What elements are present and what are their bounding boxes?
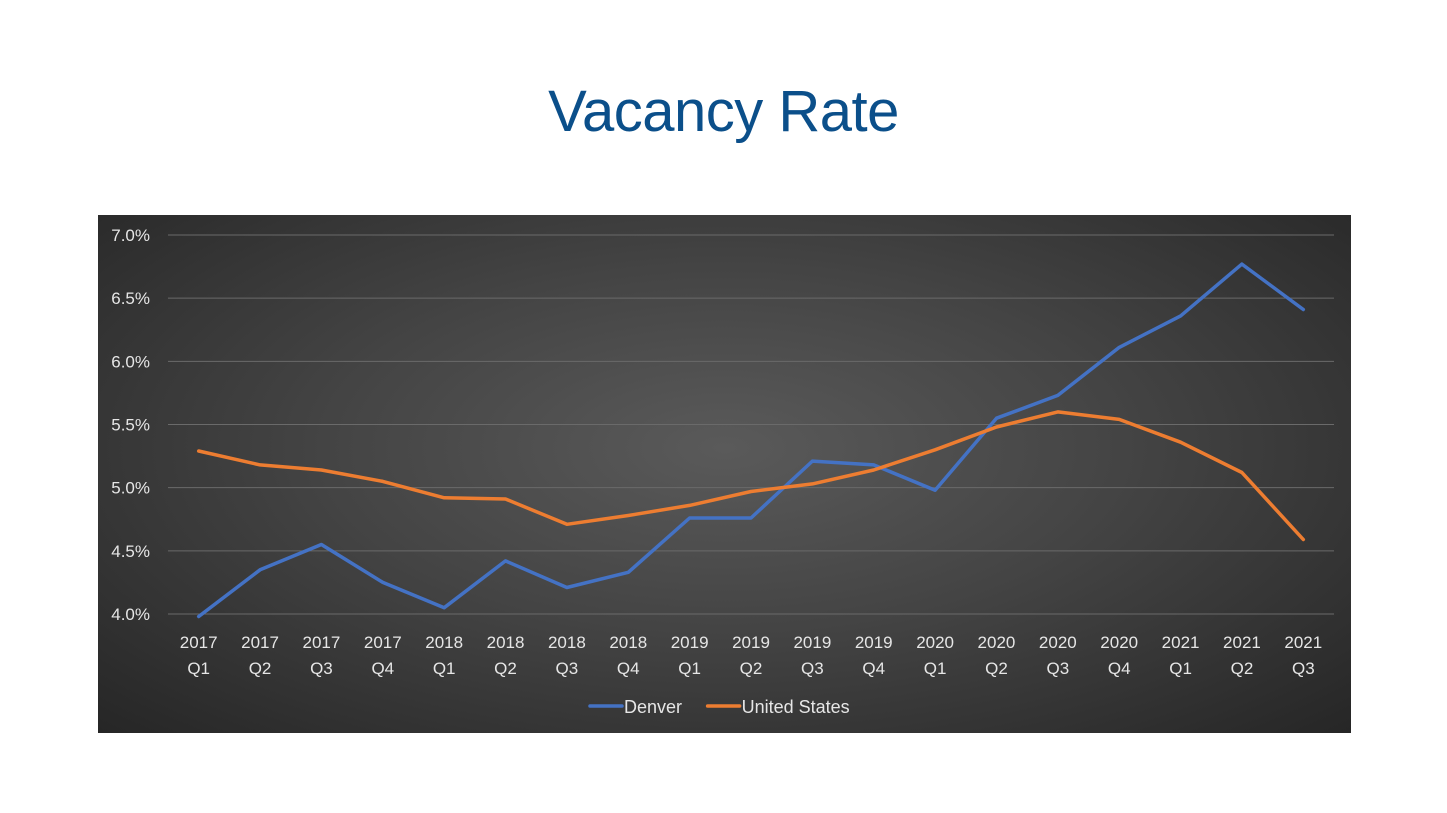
x-tick-year-label: 2017 xyxy=(364,633,402,652)
y-tick-label: 6.0% xyxy=(111,352,150,371)
legend: Denver United States xyxy=(588,697,850,717)
y-axis-tick-labels: 4.0% 4.5% 5.0% 5.5% 6.0% 6.5% 7.0% xyxy=(111,226,150,624)
x-tick-year-label: 2021 xyxy=(1284,633,1322,652)
x-tick-year-label: 2018 xyxy=(487,633,525,652)
y-tick-label: 7.0% xyxy=(111,226,150,245)
x-tick-year-label: 2017 xyxy=(303,633,341,652)
chart-svg: 4.0% 4.5% 5.0% 5.5% 6.0% 6.5% 7.0% 2017 Q1 2017 Q… xyxy=(111,226,1334,717)
y-tick-label: 4.0% xyxy=(111,605,150,624)
x-tick-year-label: 2018 xyxy=(548,633,586,652)
series-lines xyxy=(196,262,1306,619)
vacancy-rate-chart: 4.0% 4.5% 5.0% 5.5% 6.0% 6.5% 7.0% 2017 Q1 2017 Q… xyxy=(98,215,1351,733)
y-tick-label: 4.5% xyxy=(111,542,150,561)
y-tick-label: 5.0% xyxy=(111,479,150,498)
x-tick-year-label: 2019 xyxy=(732,633,770,652)
x-tick-year-label: 2019 xyxy=(671,633,709,652)
x-tick-year-label: 2019 xyxy=(855,633,893,652)
y-tick-label: 6.5% xyxy=(111,289,150,308)
x-tick-quarter-label: Q3 xyxy=(801,659,824,678)
slide-title: Vacancy Rate xyxy=(548,79,899,144)
x-tick-year-label: 2017 xyxy=(180,633,218,652)
x-tick-quarter-label: Q1 xyxy=(678,659,701,678)
x-tick-quarter-label: Q4 xyxy=(371,659,394,678)
series-line-denver xyxy=(196,262,1306,619)
x-tick-quarter-label: Q2 xyxy=(1231,659,1254,678)
x-tick-quarter-label: Q2 xyxy=(985,659,1008,678)
x-tick-year-label: 2018 xyxy=(425,633,463,652)
gridlines xyxy=(168,234,1334,615)
x-tick-year-label: 2021 xyxy=(1223,633,1261,652)
x-tick-year-label: 2021 xyxy=(1162,633,1200,652)
x-tick-year-label: 2020 xyxy=(1039,633,1077,652)
x-tick-quarter-label: Q4 xyxy=(617,659,640,678)
x-tick-year-label: 2017 xyxy=(241,633,279,652)
x-tick-quarter-label: Q4 xyxy=(1108,659,1131,678)
x-tick-quarter-label: Q2 xyxy=(494,659,517,678)
x-tick-quarter-label: Q2 xyxy=(740,659,763,678)
x-tick-quarter-label: Q1 xyxy=(1169,659,1192,678)
y-tick-label: 5.5% xyxy=(111,416,150,435)
x-tick-quarter-label: Q3 xyxy=(310,659,333,678)
x-tick-quarter-label: Q3 xyxy=(1046,659,1069,678)
x-tick-quarter-label: Q2 xyxy=(249,659,272,678)
x-tick-quarter-label: Q1 xyxy=(924,659,947,678)
legend-label-united-states: United States xyxy=(742,697,850,717)
x-tick-year-label: 2018 xyxy=(609,633,647,652)
x-tick-quarter-label: Q3 xyxy=(556,659,579,678)
x-tick-quarter-label: Q4 xyxy=(862,659,885,678)
x-tick-year-label: 2020 xyxy=(1100,633,1138,652)
x-tick-year-label: 2019 xyxy=(793,633,831,652)
x-tick-year-label: 2020 xyxy=(916,633,954,652)
series-line-united-states xyxy=(196,410,1306,542)
x-tick-year-label: 2020 xyxy=(978,633,1016,652)
legend-label-denver: Denver xyxy=(624,697,682,717)
x-tick-quarter-label: Q3 xyxy=(1292,659,1315,678)
x-tick-quarter-label: Q1 xyxy=(433,659,456,678)
x-tick-quarter-label: Q1 xyxy=(187,659,210,678)
x-axis-tick-labels: 2017 Q1 2017 Q2 2017 Q3 2017 Q4 2018 Q1 2018 Q2 2018… xyxy=(180,633,1322,678)
